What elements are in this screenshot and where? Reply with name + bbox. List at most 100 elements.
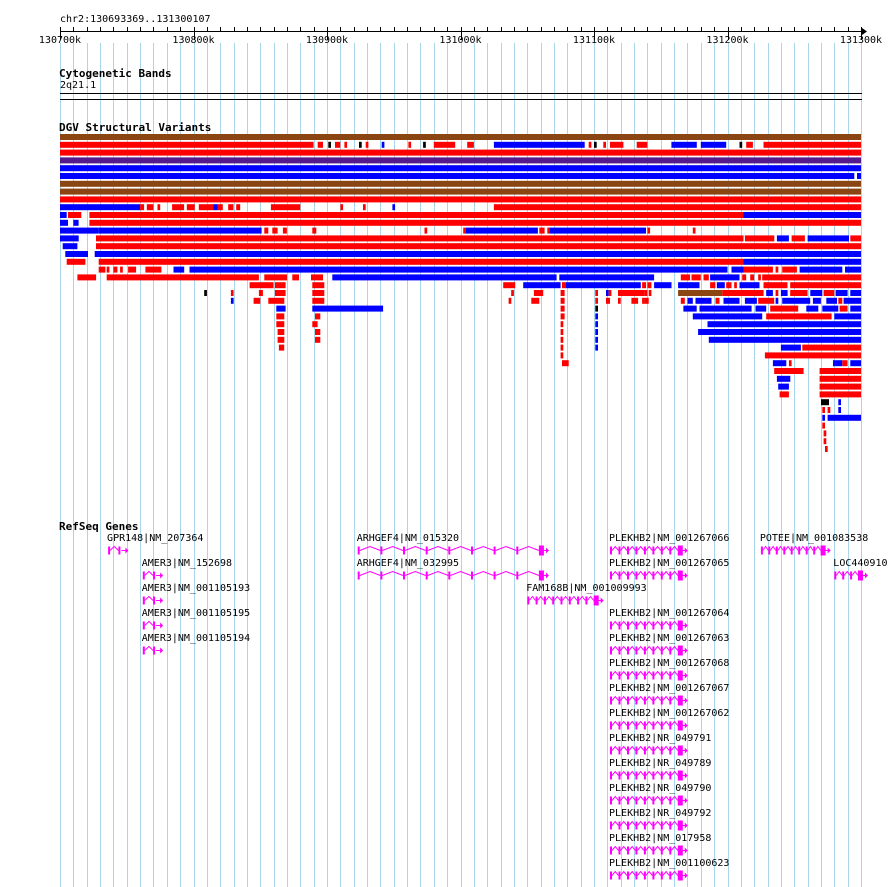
exon xyxy=(535,596,538,605)
exon xyxy=(677,795,683,806)
gene-label[interactable]: FAM168B|NM_001009993 xyxy=(526,583,647,594)
exon xyxy=(660,796,663,805)
dgv-variant xyxy=(708,336,861,343)
exon xyxy=(850,571,853,580)
gene-label[interactable]: PLEKHB2|NM_017958 xyxy=(609,833,712,844)
dgv-variant xyxy=(276,305,286,312)
intron xyxy=(843,570,851,576)
exon xyxy=(448,571,451,580)
intron xyxy=(628,695,636,701)
dgv-variant xyxy=(821,399,829,406)
gene-label[interactable]: PLEKHB2|NR_049789 xyxy=(609,758,712,769)
intron xyxy=(769,545,777,551)
exon xyxy=(153,596,156,605)
exon xyxy=(610,571,612,580)
dgv-variant xyxy=(680,297,685,304)
exon xyxy=(538,545,544,556)
gene-label[interactable]: PLEKHB2|NM_001267062 xyxy=(609,708,730,719)
dgv-variant xyxy=(463,227,466,234)
exon xyxy=(516,546,519,555)
strand-arrow-icon xyxy=(684,672,688,679)
dgv-variant xyxy=(691,274,696,281)
intron xyxy=(637,670,645,676)
intron xyxy=(662,820,670,826)
intron xyxy=(851,570,859,576)
gene-label[interactable]: PLEKHB2|NM_001267068 xyxy=(609,658,730,669)
gene-label[interactable]: AMER3|NM_152698 xyxy=(141,558,233,569)
strand-arrow-icon xyxy=(684,872,688,879)
gene-label[interactable]: PLEKHB2|NR_049791 xyxy=(609,733,712,744)
intron xyxy=(628,795,636,801)
exon xyxy=(643,746,646,755)
gene-label[interactable]: GPR148|NM_207364 xyxy=(107,533,204,544)
intron xyxy=(611,820,619,826)
exon xyxy=(627,546,629,555)
gene-label[interactable]: AMER3|NM_001105194 xyxy=(141,633,251,644)
intron xyxy=(762,545,769,551)
intron xyxy=(537,595,545,601)
gene-label[interactable]: AMER3|NM_001105193 xyxy=(141,583,251,594)
exon xyxy=(660,821,663,830)
exon xyxy=(669,846,672,855)
gene-label[interactable]: PLEKHB2|NM_001267065 xyxy=(609,558,730,569)
exon xyxy=(652,696,655,705)
refseq-track-title[interactable]: RefSeq Genes xyxy=(59,520,139,533)
intron xyxy=(670,720,679,726)
dgv-variant xyxy=(642,282,647,289)
gene-label[interactable]: PLEKHB2|NM_001267064 xyxy=(609,608,730,619)
exon xyxy=(669,696,672,705)
dgv-variant xyxy=(547,227,550,234)
intron xyxy=(144,645,154,651)
dgv-variant xyxy=(230,297,234,304)
intron xyxy=(359,570,381,576)
intron xyxy=(637,870,645,876)
dgv-variant xyxy=(60,134,861,140)
intron xyxy=(611,870,619,876)
gene-label[interactable]: PLEKHB2|NM_001267067 xyxy=(609,683,730,694)
dgv-variant xyxy=(508,297,512,304)
exon xyxy=(493,571,496,580)
gene-label[interactable]: PLEKHB2|NR_049792 xyxy=(609,808,712,819)
exon xyxy=(627,571,629,580)
intron xyxy=(628,720,636,726)
dgv-variant xyxy=(539,227,545,234)
dgv-variant xyxy=(776,235,789,242)
gene-label[interactable]: PLEKHB2|NM_001267066 xyxy=(609,533,730,544)
intron xyxy=(645,670,653,676)
gene-label[interactable]: PLEKHB2|NM_001267063 xyxy=(609,633,730,644)
gene-label[interactable]: LOC440910| xyxy=(833,558,890,569)
cytoband-track-title[interactable]: Cytogenetic Bands xyxy=(59,67,172,80)
intron xyxy=(495,570,517,576)
gene-label[interactable]: AMER3|NM_001105195 xyxy=(141,608,251,619)
exon xyxy=(677,770,683,781)
dgv-variant xyxy=(312,282,325,289)
exon xyxy=(677,645,683,656)
exon xyxy=(142,621,145,630)
gene-label[interactable]: POTEE|NM_001083538 xyxy=(759,533,869,544)
intron xyxy=(359,545,381,551)
gene-model xyxy=(610,695,688,706)
dgv-variant xyxy=(595,344,598,351)
gene-label[interactable]: PLEKHB2|NR_049790 xyxy=(609,783,712,794)
gene-label[interactable]: ARHGEF4|NM_032995 xyxy=(356,558,460,569)
dgv-variant xyxy=(60,165,861,172)
intron xyxy=(382,570,404,576)
intron xyxy=(670,670,679,676)
intron xyxy=(611,620,619,626)
dgv-variant xyxy=(270,204,301,211)
gene-label[interactable]: ARHGEF4|NM_015320 xyxy=(356,533,460,544)
dgv-track-title[interactable]: DGV Structural Variants xyxy=(59,121,212,134)
intron xyxy=(645,870,653,876)
exon xyxy=(669,621,672,630)
dgv-variant xyxy=(186,204,195,211)
intron xyxy=(645,845,653,851)
exon xyxy=(108,546,111,555)
gene-label[interactable]: PLEKHB2|NM_001100623 xyxy=(609,858,730,869)
intron xyxy=(653,770,662,776)
ruler-tick-label: 130800k xyxy=(172,35,215,46)
strand-arrow-icon xyxy=(827,547,831,554)
exon xyxy=(652,871,655,880)
intron xyxy=(653,845,662,851)
